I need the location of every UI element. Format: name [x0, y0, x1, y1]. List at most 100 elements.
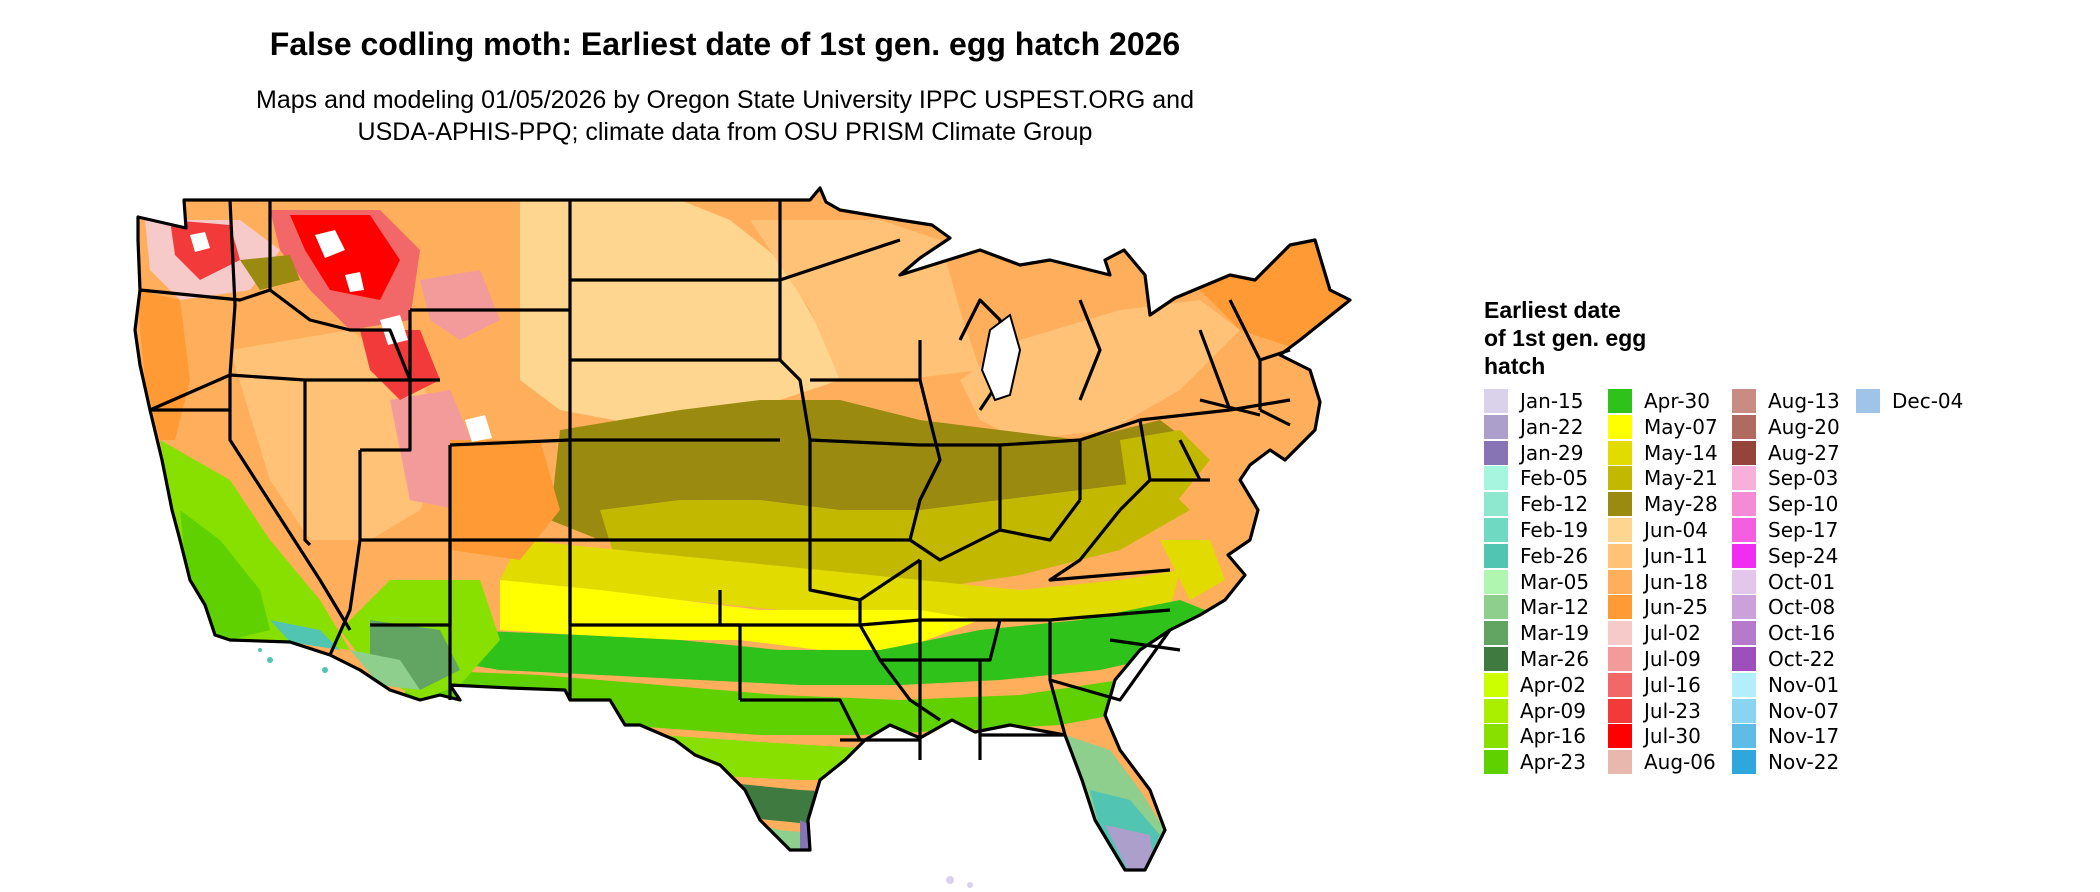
legend-item: Sep-24	[1732, 543, 1856, 569]
legend-label: Jan-22	[1520, 414, 1584, 439]
legend-swatch	[1484, 492, 1508, 517]
legend-item: Mar-19	[1484, 620, 1608, 646]
legend-swatch	[1732, 492, 1756, 517]
legend-swatch	[1732, 466, 1756, 491]
legend-item: Jun-04	[1608, 517, 1732, 543]
legend-item: Apr-02	[1484, 672, 1608, 698]
legend-item: Feb-26	[1484, 543, 1608, 569]
legend-swatch	[1732, 595, 1756, 620]
legend-swatch	[1732, 414, 1756, 439]
legend-swatch	[1608, 466, 1632, 491]
legend-item: Feb-19	[1484, 517, 1608, 543]
legend-swatch	[1732, 389, 1756, 413]
legend-swatch	[1484, 621, 1508, 646]
legend-item: Dec-04	[1856, 388, 1980, 414]
legend-item: Jan-15	[1484, 388, 1608, 414]
legend-label: Apr-09	[1520, 698, 1586, 723]
offshore-islands	[258, 648, 973, 888]
legend-swatch	[1484, 440, 1508, 465]
legend-swatch	[1484, 647, 1508, 671]
legend-label: Aug-13	[1768, 389, 1840, 413]
legend-label: Apr-16	[1520, 724, 1586, 749]
legend-swatch	[1608, 750, 1632, 775]
legend-label: Sep-17	[1768, 518, 1839, 542]
hatch-date-legend: Earliest date of 1st gen. egg hatch Jan-…	[1484, 296, 2044, 796]
state-borders	[133, 186, 1352, 872]
legend-label: Oct-01	[1768, 569, 1836, 594]
legend-swatch	[1484, 543, 1508, 568]
legend-swatch	[1484, 466, 1508, 491]
legend-swatch	[1608, 414, 1632, 439]
legend-swatch	[1484, 518, 1508, 542]
legend-swatch	[1608, 595, 1632, 620]
legend-label: Nov-17	[1768, 724, 1840, 749]
legend-label: Oct-22	[1768, 647, 1836, 671]
legend-item: Sep-17	[1732, 517, 1856, 543]
legend-swatch	[1608, 518, 1632, 542]
legend-item: Nov-17	[1732, 723, 1856, 749]
legend-swatch	[1484, 698, 1508, 723]
legend-label: Jul-09	[1644, 647, 1701, 671]
legend-item: Jun-25	[1608, 594, 1732, 620]
legend-label: Sep-10	[1768, 492, 1839, 517]
map-title: False codling moth: Earliest date of 1st…	[269, 26, 1181, 62]
legend-swatch	[1732, 569, 1756, 594]
legend-label: Jan-29	[1520, 440, 1584, 465]
legend-swatch	[1608, 389, 1632, 413]
legend-label: Apr-30	[1644, 389, 1710, 413]
legend-swatch	[1608, 492, 1632, 517]
legend-swatch	[1732, 518, 1756, 542]
legend-label: Mar-12	[1520, 595, 1590, 620]
legend-item: Apr-09	[1484, 698, 1608, 724]
legend-label: Nov-07	[1768, 698, 1840, 723]
legend-item: Mar-05	[1484, 569, 1608, 595]
legend-title-line-2: of 1st gen. egg	[1484, 325, 1647, 351]
legend-item: Jul-30	[1608, 723, 1732, 749]
legend-label: Mar-19	[1520, 621, 1590, 646]
legend-item: May-07	[1608, 414, 1732, 440]
legend-label: May-14	[1644, 440, 1718, 465]
legend-label: Sep-03	[1768, 466, 1839, 491]
legend-item: Jun-11	[1608, 543, 1732, 569]
legend-label: Jun-04	[1644, 518, 1708, 542]
hatch-date-zones	[135, 188, 1350, 870]
legend-swatch	[1732, 647, 1756, 671]
legend-swatch	[1608, 724, 1632, 749]
legend-swatch	[1484, 672, 1508, 697]
legend-label: Apr-02	[1520, 672, 1586, 697]
legend-item: Jun-18	[1608, 569, 1732, 595]
legend-swatch	[1732, 724, 1756, 749]
legend-label: Mar-05	[1520, 569, 1590, 594]
legend-label: Jul-23	[1644, 698, 1701, 723]
lake-michigan	[980, 313, 1022, 402]
legend-label: Jul-30	[1644, 724, 1701, 749]
legend-label: Jun-18	[1644, 569, 1708, 594]
legend-item: Feb-12	[1484, 491, 1608, 517]
legend-label: Feb-12	[1520, 492, 1589, 517]
legend-label: May-28	[1644, 492, 1718, 517]
legend-swatch	[1608, 672, 1632, 697]
legend-label: Feb-05	[1520, 466, 1589, 491]
legend-item: Aug-06	[1608, 749, 1732, 775]
legend-item: Apr-30	[1608, 388, 1732, 414]
legend-label: May-07	[1644, 414, 1718, 439]
legend-item: May-14	[1608, 440, 1732, 466]
legend-label: Jun-11	[1644, 543, 1708, 568]
legend-item: Jul-16	[1608, 672, 1732, 698]
legend-item: Jul-09	[1608, 646, 1732, 672]
map-subtitle-line-2: USDA-APHIS-PPQ; climate data from OSU PR…	[357, 118, 1093, 146]
legend-label: Sep-24	[1768, 543, 1839, 568]
legend-label: Aug-27	[1768, 440, 1840, 465]
legend-label: Feb-26	[1520, 543, 1589, 568]
legend-swatch	[1484, 414, 1508, 439]
legend-label: Oct-16	[1768, 621, 1836, 646]
legend-item: Mar-12	[1484, 594, 1608, 620]
legend-item: Sep-03	[1732, 465, 1856, 491]
legend-label: Jun-25	[1644, 595, 1708, 620]
legend-swatch	[1732, 621, 1756, 646]
legend-label: Oct-08	[1768, 595, 1836, 620]
legend-label: Jul-16	[1644, 672, 1701, 697]
legend-item: Aug-13	[1732, 388, 1856, 414]
legend-swatch	[1484, 389, 1508, 413]
us-map-canvas	[133, 186, 1352, 888]
